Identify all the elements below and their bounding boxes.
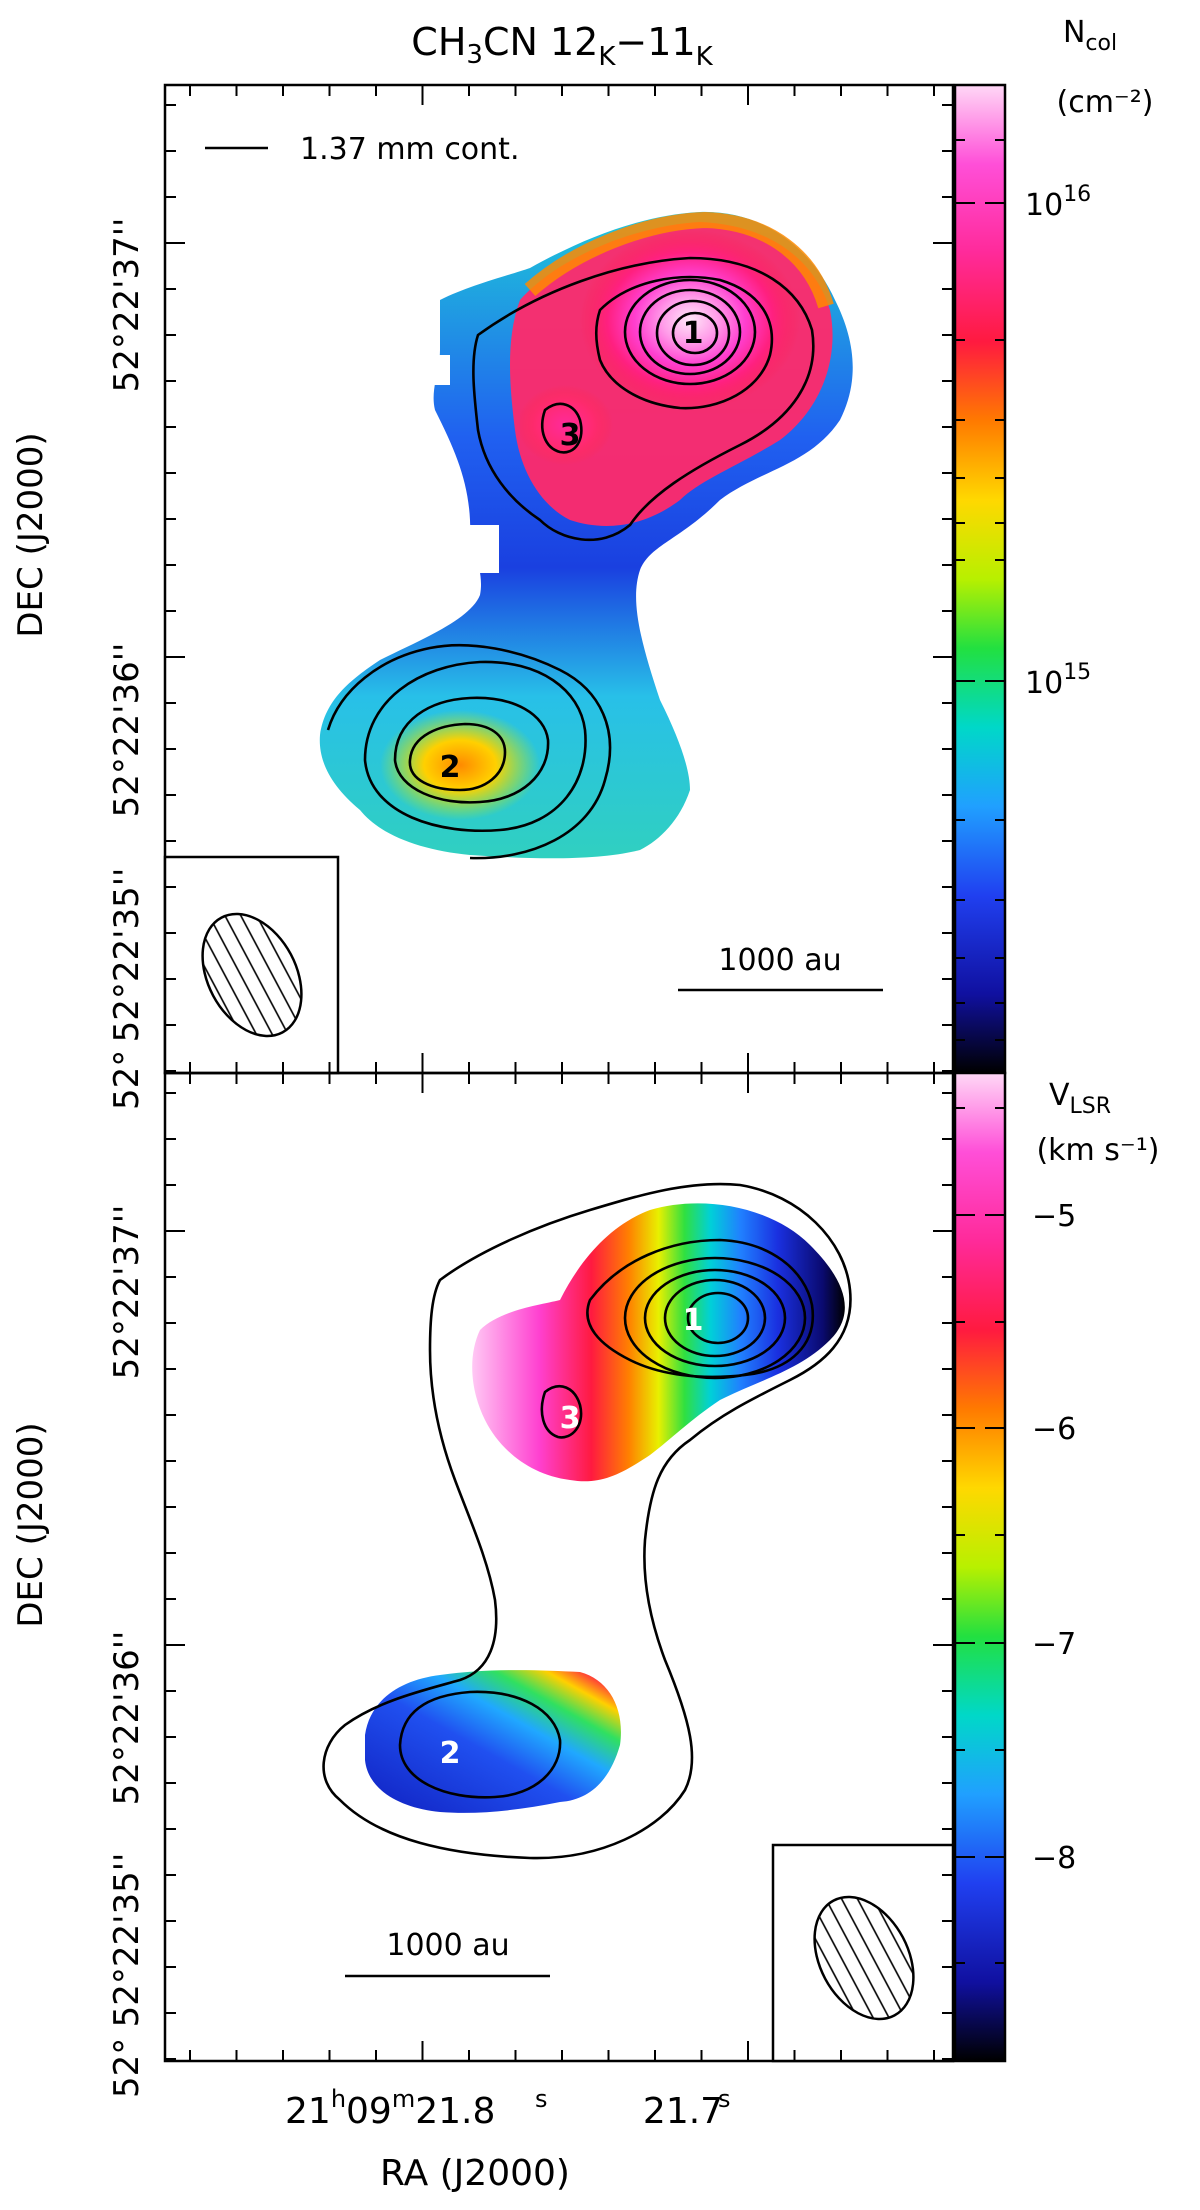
bottom-colorbar-ticks (955, 1107, 1005, 1964)
bottom-velocity-region-south (365, 1670, 621, 1813)
bottom-continuum-contours (322, 1182, 852, 1860)
dec-tick-label: 52° (107, 1050, 147, 1110)
bottom-plot-frame (163, 1071, 955, 2063)
bottom-colorbar-tick-label: −6 (1032, 1412, 1076, 1447)
legend-label: 1.37 mm cont. (300, 132, 519, 167)
dec-tick-label: 52°22'36'' (107, 643, 147, 818)
top-panel: 1.37 mm cont. 1000 au 1 3 2 (163, 15, 1154, 1075)
top-orange-rim (524, 211, 834, 309)
ra-tick-label: 21h09m21.8 (285, 2085, 495, 2132)
dec-tick-label: 52°22'37'' (107, 218, 147, 393)
top-scalebar: 1000 au (678, 943, 883, 992)
bottom-colorbar (953, 1071, 1007, 2063)
top-colorbar-tick-label: 1015 (1025, 660, 1091, 701)
beam-ellipse (201, 912, 303, 1038)
scalebar-label: 1000 au (386, 1928, 509, 1963)
ra-tick-seconds: s (535, 2085, 548, 2113)
source-label-2: 2 (440, 750, 461, 785)
bottom-colorbar-units: (km s⁻¹) (1036, 1133, 1159, 1168)
dec-tick-label: 52° (107, 2038, 147, 2098)
dec-tick-label: 52°22'35'' (107, 1853, 147, 2028)
bottom-colorbar-tick-label: −5 (1032, 1199, 1076, 1234)
source-label-3: 3 (560, 1401, 581, 1436)
figure-title: CH3CN 12K−11K (411, 20, 713, 72)
bottom-colorbar-tick-label: −7 (1032, 1627, 1076, 1662)
top-colorbar-ticks (955, 139, 1005, 1041)
dec-tick-label: 52°22'37'' (107, 1205, 147, 1380)
source-label-1: 1 (683, 1303, 704, 1338)
dec-tick-label: 52°22'36'' (107, 1631, 147, 1806)
source-label-1: 1 (683, 316, 704, 351)
x-axis-label: RA (J2000) (380, 2153, 570, 2194)
dec-tick-label: 52°22'35'' (107, 868, 147, 1043)
scalebar-label: 1000 au (718, 943, 841, 978)
bottom-velocity-region-north (472, 1203, 845, 1482)
y-axis-label: DEC (J2000) (11, 432, 51, 637)
ra-tick-label: 21.7 (643, 2091, 723, 2132)
top-peak-1-emission (580, 230, 800, 410)
top-colorbar-title: Ncol (1063, 15, 1117, 56)
top-colorbar-units: (cm⁻²) (1057, 85, 1154, 120)
source-label-2: 2 (440, 1736, 461, 1771)
top-mask-block (430, 355, 450, 385)
bottom-colorbar-tick-label: −8 (1032, 1841, 1076, 1876)
beam-ellipse (813, 1895, 915, 2021)
axis-ticks (165, 85, 953, 2061)
top-beam-inset (163, 855, 340, 1075)
bottom-panel: 1000 au 1 3 2 VLSR (km s⁻¹) −5 −6 −7 −8 (163, 1071, 1160, 2063)
bottom-colorbar-title: VLSR (1049, 1078, 1111, 1119)
source-label-3: 3 (560, 418, 581, 453)
top-mask-block (468, 525, 499, 573)
ra-tick-seconds: s (718, 2085, 731, 2113)
top-colorbar (953, 83, 1007, 1075)
bottom-beam-inset (771, 1843, 955, 2063)
top-colorbar-tick-label: 1016 (1025, 182, 1091, 223)
bottom-scalebar: 1000 au (345, 1928, 550, 1978)
y-axis-label: DEC (J2000) (11, 1422, 51, 1627)
top-peak-3-emission (517, 385, 613, 465)
top-continuum-contours (326, 256, 815, 860)
top-legend: 1.37 mm cont. (205, 132, 519, 167)
